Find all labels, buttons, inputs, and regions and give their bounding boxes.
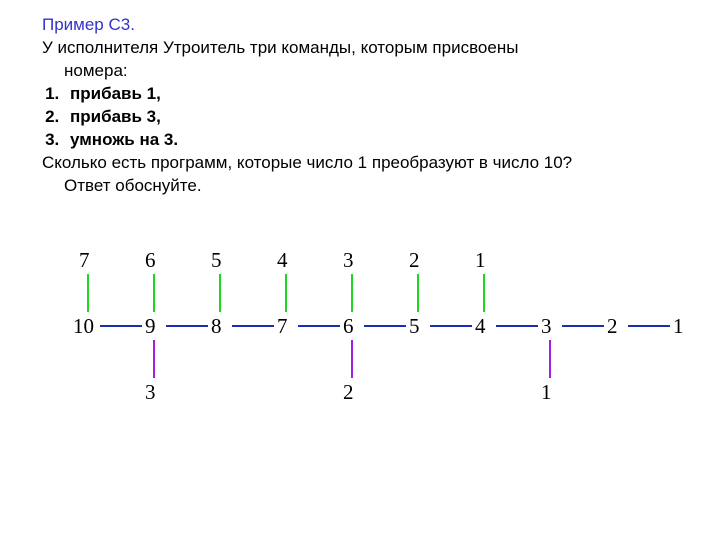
middle-node-5: 5 bbox=[409, 314, 420, 339]
bottom-node-3: 3 bbox=[145, 380, 156, 405]
middle-node-9: 9 bbox=[145, 314, 156, 339]
middle-node-8: 8 bbox=[211, 314, 222, 339]
top-node-5: 5 bbox=[211, 248, 222, 273]
middle-node-10: 10 bbox=[73, 314, 94, 339]
top-node-7: 7 bbox=[79, 248, 90, 273]
bottom-node-1: 1 bbox=[541, 380, 552, 405]
middle-node-1: 1 bbox=[673, 314, 684, 339]
bottom-node-2: 2 bbox=[343, 380, 354, 405]
top-node-6: 6 bbox=[145, 248, 156, 273]
path-diagram bbox=[0, 0, 720, 540]
middle-node-3: 3 bbox=[541, 314, 552, 339]
top-node-3: 3 bbox=[343, 248, 354, 273]
top-node-4: 4 bbox=[277, 248, 288, 273]
middle-node-6: 6 bbox=[343, 314, 354, 339]
top-node-1: 1 bbox=[475, 248, 486, 273]
middle-node-7: 7 bbox=[277, 314, 288, 339]
middle-node-4: 4 bbox=[475, 314, 486, 339]
middle-node-2: 2 bbox=[607, 314, 618, 339]
top-node-2: 2 bbox=[409, 248, 420, 273]
